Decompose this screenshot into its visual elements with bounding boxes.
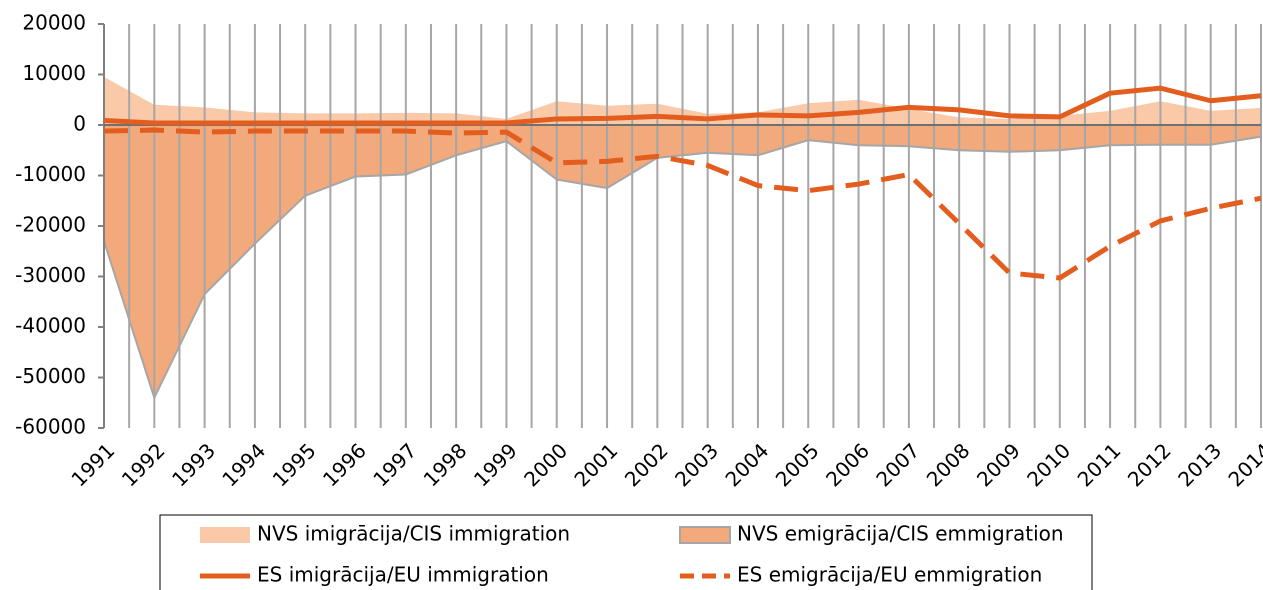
legend-label: NVS imigrācija/CIS immigration — [257, 522, 570, 546]
x-tick-label: 1994 — [217, 438, 270, 491]
y-tick-label: -50000 — [15, 364, 86, 388]
x-tick-label: 2012 — [1123, 438, 1176, 491]
line — [103, 127, 1262, 281]
x-tick-label: 2013 — [1173, 438, 1226, 491]
legend-label: NVS emigrācija/CIS emmigration — [737, 522, 1064, 546]
x-tick-label: 2001 — [570, 438, 623, 491]
y-tick-label: -30000 — [15, 263, 86, 287]
legend-swatch — [200, 527, 250, 543]
x-tick-label: 1999 — [469, 438, 522, 491]
x-tick-label: 2004 — [720, 438, 773, 491]
legend-swatch — [679, 526, 731, 544]
area — [104, 77, 1261, 125]
y-tick-label: -60000 — [15, 415, 86, 439]
y-tick-label: 20000 — [22, 11, 86, 35]
x-tick-label: 2003 — [670, 438, 723, 491]
x-tick-label: 1997 — [368, 438, 421, 491]
y-tick-label: -10000 — [15, 162, 86, 186]
x-tick-label: 1996 — [318, 438, 371, 491]
legend-box — [159, 514, 1093, 590]
x-tick-label: 2002 — [620, 438, 673, 491]
x-tick-label: 2009 — [972, 438, 1025, 491]
x-tick-label: 2008 — [922, 438, 975, 491]
y-tick-label: -40000 — [15, 314, 86, 338]
x-tick-label: 1992 — [117, 438, 170, 491]
x-tick-label: 2000 — [519, 438, 572, 491]
x-tick-label: 2005 — [771, 438, 824, 491]
x-tick-label: 1995 — [268, 438, 321, 491]
x-tick-label: 2010 — [1022, 438, 1075, 491]
x-tick-label: 2006 — [821, 438, 874, 491]
x-tick-label: 1993 — [167, 438, 220, 491]
x-tick-label: 2014 — [1223, 438, 1263, 491]
y-tick-label: 10000 — [22, 61, 86, 85]
x-tick-label: 1991 — [66, 438, 119, 491]
x-tick-label: 2007 — [871, 438, 924, 491]
x-tick-label: 2011 — [1073, 438, 1126, 491]
legend-label: ES emigrācija/EU emmigration — [737, 563, 1042, 587]
y-tick-label: 0 — [73, 112, 86, 136]
x-tick-label: 1998 — [419, 438, 472, 491]
y-tick-label: -20000 — [15, 213, 86, 237]
line — [103, 85, 1262, 126]
legend-label: ES imigrācija/EU immigration — [257, 563, 549, 587]
